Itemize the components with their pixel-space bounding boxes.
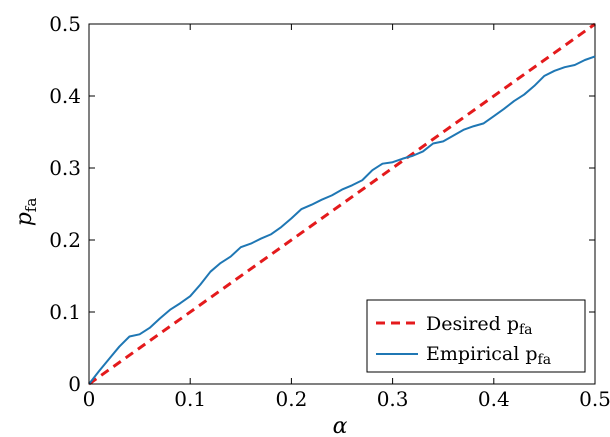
x-axis-label: α xyxy=(333,414,348,437)
legend-label-desired: Desired pfa xyxy=(426,313,533,338)
y-tick-label: 0.4 xyxy=(49,84,81,108)
y-tick-label: 0.2 xyxy=(49,228,81,252)
y-tick-label: 0.3 xyxy=(49,156,81,180)
series-line-desired xyxy=(88,22,596,386)
x-tick-label: 0.4 xyxy=(478,387,510,411)
y-tick-label: 0 xyxy=(68,372,81,396)
x-tick-label: 0 xyxy=(83,387,96,411)
y-tick-label: 0.5 xyxy=(49,12,81,36)
x-tick-label: 0.1 xyxy=(174,387,206,411)
legend-box xyxy=(366,299,586,373)
y-tick-label: 0.1 xyxy=(49,300,81,324)
ticks: 0 0.1 0.2 0.3 0.4 0.5 0 0.1 0.2 0.3 0.4 0.5 xyxy=(49,12,610,411)
x-tick-label: 0.3 xyxy=(377,387,409,411)
axis-frame xyxy=(88,23,596,385)
x-tick-label: 0.5 xyxy=(579,387,610,411)
x-tick-label: 0.2 xyxy=(275,387,307,411)
legend-label-empirical: Empirical pfa xyxy=(426,343,551,368)
legend: Desired pfa Empirical pfa xyxy=(366,299,586,373)
series-line-empirical xyxy=(88,55,596,385)
y-axis-label: pfa xyxy=(12,198,40,227)
plot-area xyxy=(88,22,596,386)
